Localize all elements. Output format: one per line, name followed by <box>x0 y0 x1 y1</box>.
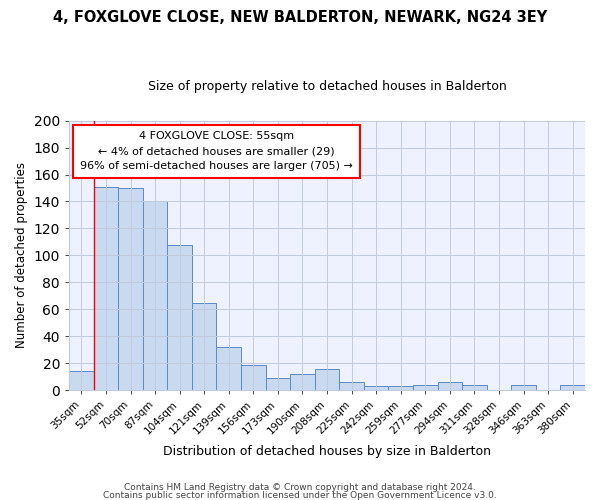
Text: Contains public sector information licensed under the Open Government Licence v3: Contains public sector information licen… <box>103 490 497 500</box>
Bar <box>143 202 167 390</box>
Bar <box>511 385 536 390</box>
Bar <box>118 188 143 390</box>
Y-axis label: Number of detached properties: Number of detached properties <box>15 162 28 348</box>
Text: 4, FOXGLOVE CLOSE, NEW BALDERTON, NEWARK, NG24 3EY: 4, FOXGLOVE CLOSE, NEW BALDERTON, NEWARK… <box>53 10 547 25</box>
Bar <box>167 244 192 390</box>
Bar <box>94 186 118 390</box>
Bar <box>437 382 462 390</box>
X-axis label: Distribution of detached houses by size in Balderton: Distribution of detached houses by size … <box>163 444 491 458</box>
Bar <box>315 368 340 390</box>
Bar <box>192 302 217 390</box>
Bar <box>462 385 487 390</box>
Bar <box>413 385 437 390</box>
Bar <box>266 378 290 390</box>
Bar <box>290 374 315 390</box>
Bar <box>364 386 388 390</box>
Title: Size of property relative to detached houses in Balderton: Size of property relative to detached ho… <box>148 80 506 93</box>
Text: 4 FOXGLOVE CLOSE: 55sqm
← 4% of detached houses are smaller (29)
96% of semi-det: 4 FOXGLOVE CLOSE: 55sqm ← 4% of detached… <box>80 132 353 171</box>
Bar <box>340 382 364 390</box>
Bar <box>69 372 94 390</box>
Bar <box>388 386 413 390</box>
Bar <box>217 347 241 391</box>
Text: Contains HM Land Registry data © Crown copyright and database right 2024.: Contains HM Land Registry data © Crown c… <box>124 484 476 492</box>
Bar <box>241 364 266 390</box>
Bar <box>560 385 585 390</box>
